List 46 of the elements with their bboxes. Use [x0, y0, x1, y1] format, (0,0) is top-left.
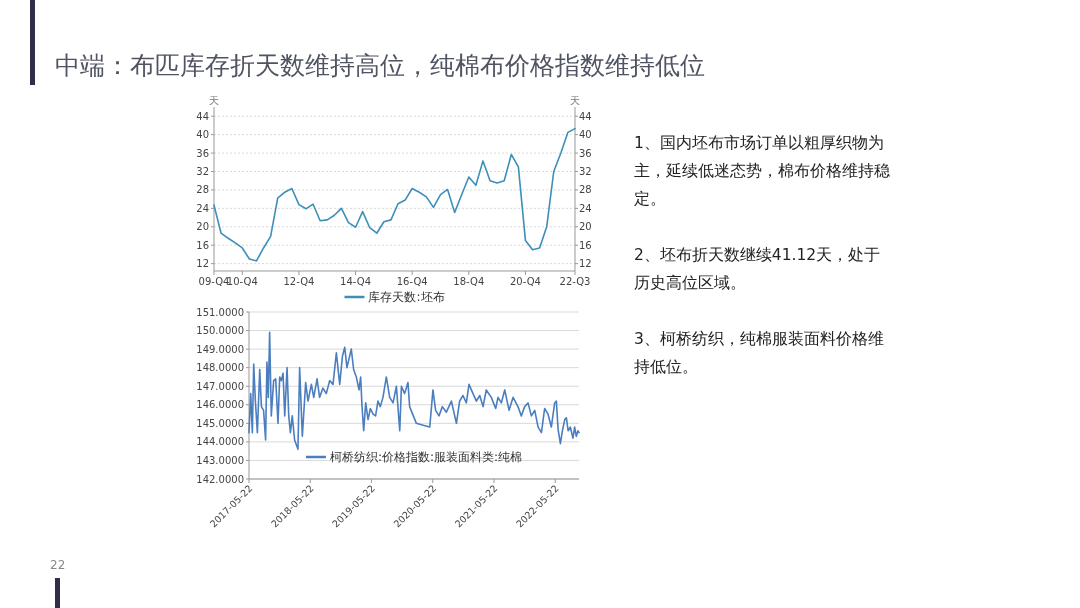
- y2-tick-label: 36: [579, 147, 592, 159]
- y-tick-label: 147.0000: [196, 380, 244, 392]
- y-axis-title: 天: [209, 95, 219, 106]
- y-tick-label: 20: [196, 221, 209, 233]
- text: 1、国内坯布市场订单以粗厚织物为主，延续低迷态势，棉布价格维持稳定。: [634, 133, 891, 210]
- y2-tick-label: 44: [579, 110, 592, 122]
- y-tick-label: 150.0000: [196, 325, 244, 337]
- y-tick-label: 149.0000: [196, 343, 244, 355]
- y2-tick-label: 20: [579, 221, 592, 233]
- y2-tick-label: 40: [579, 129, 592, 141]
- y2-tick-label: 28: [579, 184, 592, 196]
- x-tick-label: 14-Q4: [340, 276, 372, 287]
- line-series: [213, 127, 576, 262]
- y-tick-label: 36: [196, 147, 209, 159]
- y-tick-label: 12: [196, 258, 209, 270]
- y-tick-label: 148.0000: [196, 362, 244, 374]
- line-series: [248, 331, 580, 451]
- y-tick-label: 32: [196, 165, 209, 177]
- text: 中端：布匹库存折天数维持高位，纯棉布价格指数维持低位: [55, 50, 705, 82]
- y2-tick-label: 32: [579, 165, 592, 177]
- y-tick-label: 44: [196, 110, 209, 122]
- y-tick-label: 142.0000: [196, 473, 244, 485]
- y2-tick-label: 12: [579, 258, 592, 270]
- x-tick-label: 18-Q4: [453, 276, 485, 287]
- text: 3、柯桥纺织，纯棉服装面料价格维持低位。: [634, 329, 885, 378]
- legend-label: 柯桥纺织:价格指数:服装面料类:纯棉: [329, 450, 523, 464]
- x-tick-label: 09-Q4: [198, 276, 230, 287]
- x-tick-label: 20-Q4: [509, 276, 541, 287]
- y-tick-label: 151.0000: [196, 306, 244, 318]
- y2-tick-label: 24: [579, 202, 592, 214]
- y-tick-label: 143.0000: [196, 454, 244, 466]
- y-tick-label: 28: [196, 184, 209, 196]
- x-tick-label: 16-Q4: [396, 276, 428, 287]
- x-tick-label: 12-Q4: [283, 276, 315, 287]
- legend-label: 库存天数:坯布: [368, 290, 445, 304]
- y-tick-label: 145.0000: [196, 417, 244, 429]
- y-tick-label: 16: [196, 239, 209, 251]
- y-tick-label: 146.0000: [196, 399, 244, 411]
- x-tick-label: 22-Q3: [559, 276, 591, 287]
- text: 22: [50, 558, 66, 572]
- y-tick-label: 24: [196, 202, 209, 214]
- y-tick-label: 40: [196, 129, 209, 141]
- text: 2、坯布折天数继续41.12天，处于历史高位区域。: [634, 245, 882, 294]
- y-tick-label: 144.0000: [196, 436, 244, 448]
- y2-axis-title: 天: [570, 95, 580, 106]
- y2-tick-label: 16: [579, 239, 592, 251]
